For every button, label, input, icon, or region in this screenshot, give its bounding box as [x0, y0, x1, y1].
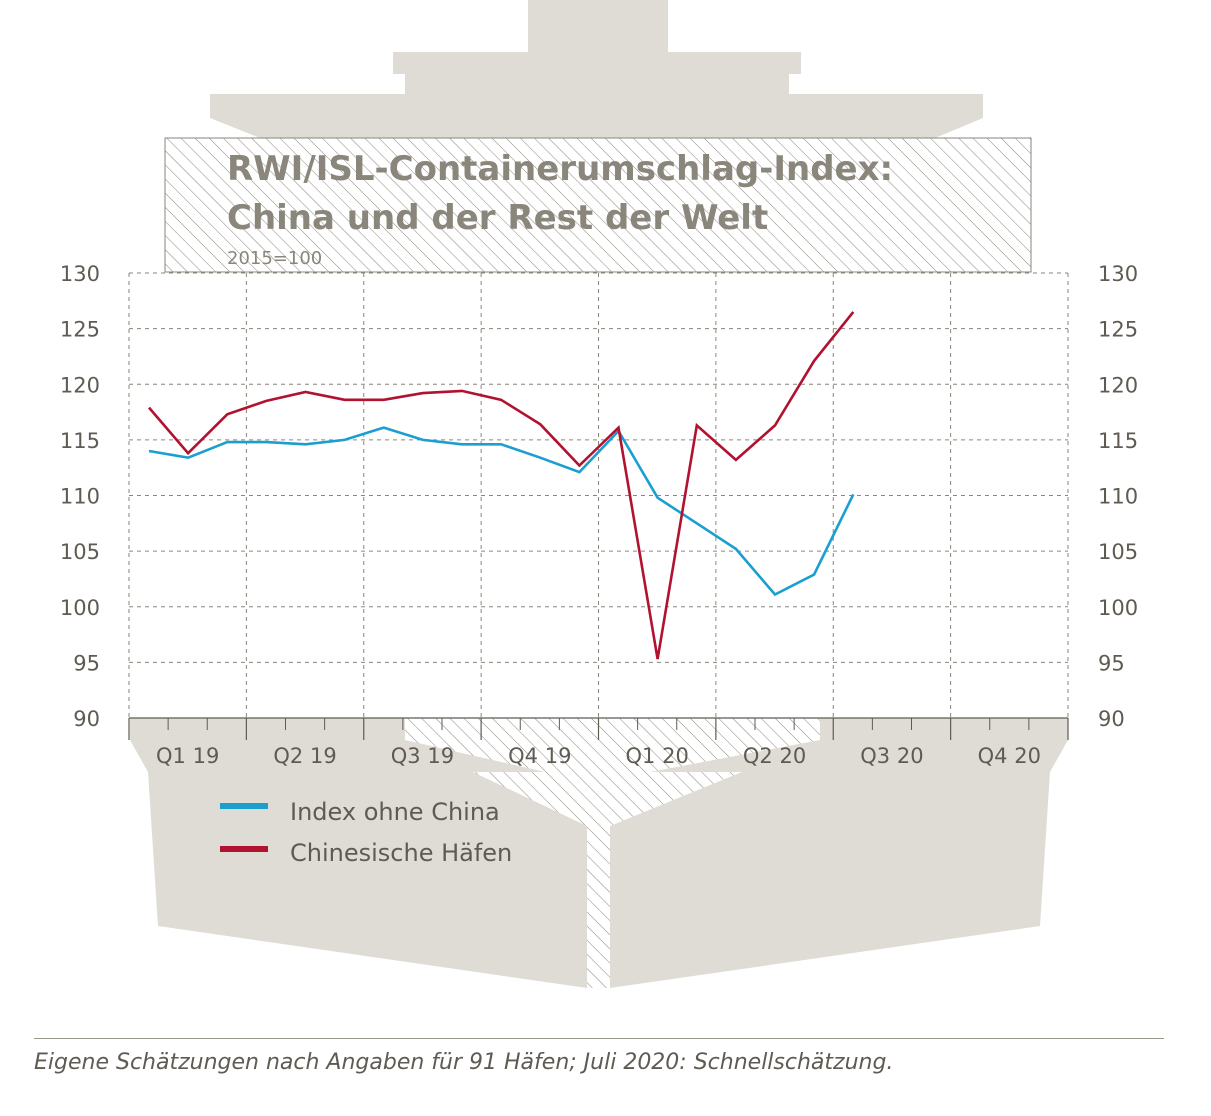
x-tick-label: Q4 19	[508, 744, 571, 768]
ship-chimney	[528, 0, 668, 52]
y-tick-label-left: 105	[60, 540, 100, 564]
legend-swatch-index-ohne-china	[220, 803, 268, 809]
chart: RWI/ISL-Containerumschlag-Index: China u…	[60, 0, 1138, 988]
series-lines	[148, 311, 855, 660]
ship-title-box	[164, 137, 1032, 273]
y-tick-label-right: 95	[1098, 651, 1125, 675]
y-tick-label-right: 110	[1098, 485, 1138, 509]
grid	[128, 272, 1069, 718]
y-tick-label-left: 90	[73, 707, 100, 731]
chart-title-line1: RWI/ISL-Containerumschlag-Index:	[227, 149, 893, 189]
legend: Index ohne China Chinesische Häfen	[220, 798, 512, 867]
y-tick-label-right: 100	[1098, 596, 1138, 620]
chart-title-line2: China und der Rest der Welt	[227, 198, 768, 238]
ship-hull-band	[130, 716, 545, 772]
ship-hull-band-right	[650, 716, 1068, 772]
y-tick-label-left: 110	[60, 485, 100, 509]
y-tick-label-left: 95	[73, 651, 100, 675]
ship-deck	[210, 94, 983, 138]
x-tick-label: Q1 20	[626, 744, 689, 768]
y-tick-label-left: 125	[60, 318, 100, 342]
legend-label-index-ohne-china: Index ohne China	[290, 798, 500, 826]
y-tick-label-right: 105	[1098, 540, 1138, 564]
y-tick-label-right: 130	[1098, 262, 1138, 286]
series-line-chinesische-h-fen	[148, 311, 855, 660]
x-tick-label: Q3 20	[860, 744, 923, 768]
footnote: Eigene Schätzungen nach Angaben für 91 H…	[34, 1050, 894, 1075]
y-tick-label-left: 115	[60, 429, 100, 453]
y-tick-label-left: 100	[60, 596, 100, 620]
y-tick-label-right: 120	[1098, 373, 1138, 397]
legend-swatch-chinesische-haefen	[220, 846, 268, 852]
ship-bow-hatch	[405, 716, 820, 988]
y-tick-label-right: 125	[1098, 318, 1138, 342]
legend-label-chinesische-haefen: Chinesische Häfen	[290, 839, 512, 867]
ship-hull-left	[148, 772, 587, 988]
ship-hull-right	[610, 772, 1050, 988]
ship-background	[130, 0, 1068, 988]
ship-bridge-lower	[405, 74, 789, 94]
chart-subtitle: 2015=100	[227, 248, 322, 269]
x-tick-label: Q2 20	[743, 744, 806, 768]
y-tick-label-right: 115	[1098, 429, 1138, 453]
series-line-index-ohne-china	[148, 426, 855, 597]
y-tick-label-right: 90	[1098, 707, 1125, 731]
y-tick-label-left: 130	[60, 262, 100, 286]
x-tick-label: Q4 20	[978, 744, 1041, 768]
axes: 130 130 125 125 120 120 115 115 110 110 105 105 100 1…	[60, 262, 1138, 768]
x-tick-label: Q2 19	[273, 744, 336, 768]
x-tick-label: Q1 19	[156, 744, 219, 768]
footnote-divider	[34, 1038, 1164, 1039]
ship-bridge	[393, 52, 801, 74]
y-tick-label-left: 120	[60, 373, 100, 397]
x-tick-label: Q3 19	[391, 744, 454, 768]
